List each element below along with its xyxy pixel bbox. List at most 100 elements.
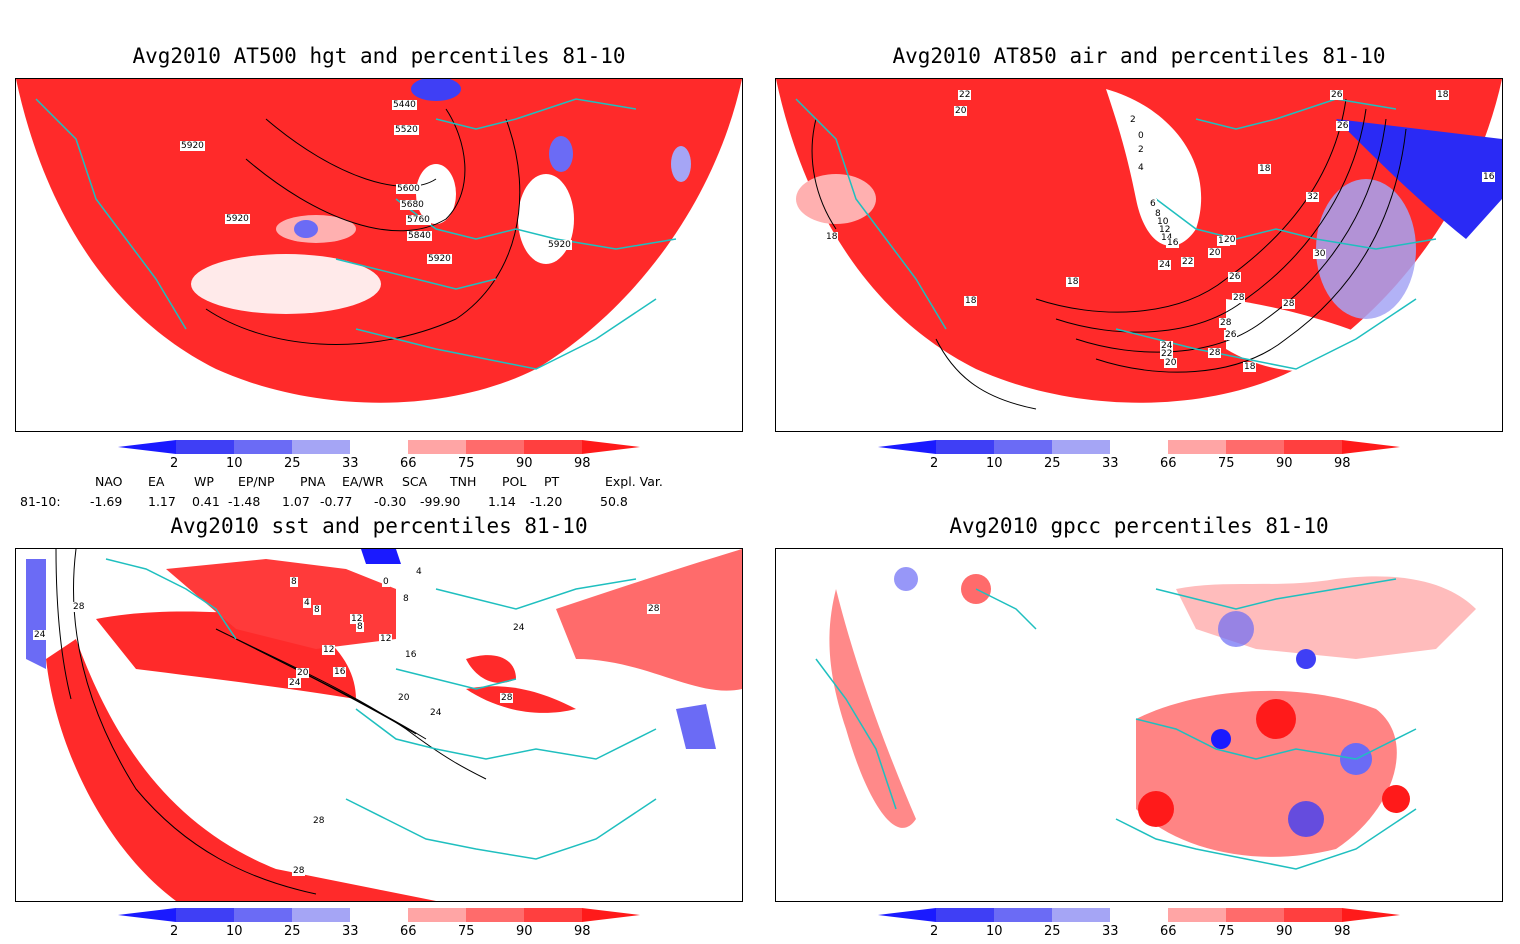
contour-label: 20	[1223, 235, 1237, 245]
index-header: EA/WR	[342, 474, 384, 489]
contour-label: 8	[313, 605, 321, 615]
colorbar-tick: 98	[574, 456, 591, 471]
colorbar-tick: 66	[400, 456, 417, 471]
colorbar-bottom-right: 2 10 25 33 66 75 90 98	[878, 908, 1418, 940]
contour-label: 4	[1137, 163, 1145, 173]
colorbar-tick: 2	[170, 456, 179, 471]
contour-label: 16	[1482, 172, 1496, 182]
contour-label: 20	[1208, 248, 1222, 258]
colorbar-tick: 2	[930, 924, 939, 939]
colorbar-tick: 25	[284, 456, 301, 471]
contour-label: 0	[1137, 131, 1145, 141]
contour-label: 18	[1436, 90, 1450, 100]
index-header: PT	[544, 474, 560, 489]
contour-label: 28	[312, 816, 326, 826]
contour-label: 32	[1306, 192, 1320, 202]
panel-title-sst: Avg2010 sst and percentiles 81-10	[170, 514, 588, 538]
colorbar-tick: 2	[930, 456, 939, 471]
panel-title-air: Avg2010 AT850 air and percentiles 81-10	[892, 44, 1386, 68]
colorbar-tick: 75	[1218, 924, 1235, 939]
colorbar-graphic	[878, 440, 1400, 454]
index-value: 50.8	[600, 494, 628, 509]
contour-label: 24	[1158, 260, 1172, 270]
contour-label: 28	[1282, 299, 1296, 309]
colorbar-tick: 25	[1044, 924, 1061, 939]
contour-label: 8	[290, 577, 298, 587]
contour-label: 16	[333, 667, 347, 677]
contour-label: 5920	[225, 214, 250, 224]
contour-label: 6	[1149, 199, 1157, 209]
colorbar-tick: 33	[342, 456, 359, 471]
contour-label: 22	[1181, 257, 1195, 267]
index-value: -0.77	[320, 494, 353, 509]
colorbar-tick: 66	[400, 924, 417, 939]
contour-label: 18	[1066, 277, 1080, 287]
contour-label: 28	[292, 866, 306, 876]
contour-label: 24	[512, 623, 526, 633]
contour-label: 18	[825, 232, 839, 242]
contour-label: 8	[402, 594, 410, 604]
colorbar-tick: 75	[458, 924, 475, 939]
contour-label: 5920	[180, 141, 205, 151]
contour-label: 24	[33, 630, 47, 640]
contour-label: 26	[1224, 330, 1238, 340]
map-panel-air	[775, 78, 1503, 432]
index-value: -0.30	[374, 494, 407, 509]
map-panel-sst	[15, 548, 743, 902]
colorbar-tick: 90	[516, 456, 533, 471]
contour-label: 2	[1129, 115, 1137, 125]
contour-label: 16	[1166, 238, 1180, 248]
contour-label: 28	[500, 693, 514, 703]
contour-label: 12	[322, 645, 336, 655]
index-value: -1.69	[90, 494, 123, 509]
index-header: Expl. Var.	[605, 474, 663, 489]
contour-label: 26	[1228, 272, 1242, 282]
colorbar-tick: 75	[458, 456, 475, 471]
panel-title-gpcc: Avg2010 gpcc percentiles 81-10	[949, 514, 1329, 538]
contour-label: 5520	[394, 125, 419, 135]
map-panel-hgt	[15, 78, 743, 432]
contour-label: 20	[296, 668, 310, 678]
contour-label: 10	[1156, 217, 1170, 227]
index-value: -1.20	[530, 494, 563, 509]
contour-label: 22	[958, 90, 972, 100]
contour-label: 28	[72, 602, 86, 612]
contour-label: 20	[954, 106, 968, 116]
contour-label: 2	[1137, 145, 1145, 155]
index-value: -1.48	[228, 494, 261, 509]
colorbar-tick: 33	[1102, 456, 1119, 471]
teleconnection-index-table: NAO EA WP EP/NP PNA EA/WR SCA TNH POL PT…	[20, 474, 680, 514]
colorbar-tick: 10	[986, 456, 1003, 471]
contour-label: 28	[1208, 348, 1222, 358]
colorbar-tick: 66	[1160, 924, 1177, 939]
colorbar-tick: 98	[574, 924, 591, 939]
index-header: EP/NP	[238, 474, 275, 489]
colorbar-top-left: 2 10 25 33 66 75 90 98	[118, 440, 658, 472]
colorbar-tick: 25	[1044, 456, 1061, 471]
colorbar-graphic	[118, 908, 640, 922]
contour-label: 5680	[400, 200, 425, 210]
index-value: 0.41	[192, 494, 220, 509]
colorbar-tick: 33	[1102, 924, 1119, 939]
contour-label: 5920	[427, 254, 452, 264]
contour-label: 18	[1243, 362, 1257, 372]
index-value: 1.14	[488, 494, 516, 509]
colorbar-tick: 2	[170, 924, 179, 939]
contour-label: 5440	[392, 100, 417, 110]
contour-label: 26	[1336, 121, 1350, 131]
colorbar-tick: 33	[342, 924, 359, 939]
index-value: 1.17	[148, 494, 176, 509]
colorbar-bottom-left: 2 10 25 33 66 75 90 98	[118, 908, 658, 940]
contour-label: 30	[1313, 249, 1327, 259]
index-value: -99.90	[420, 494, 461, 509]
contour-label: 20	[1164, 358, 1178, 368]
colorbar-tick: 90	[1276, 924, 1293, 939]
contour-label: 20	[397, 693, 411, 703]
colorbar-tick: 10	[226, 456, 243, 471]
colorbar-tick: 98	[1334, 924, 1351, 939]
contour-label: 0	[382, 577, 390, 587]
colorbar-tick: 90	[516, 924, 533, 939]
panel-title-hgt: Avg2010 AT500 hgt and percentiles 81-10	[132, 44, 626, 68]
colorbar-tick: 75	[1218, 456, 1235, 471]
index-value: 1.07	[282, 494, 310, 509]
